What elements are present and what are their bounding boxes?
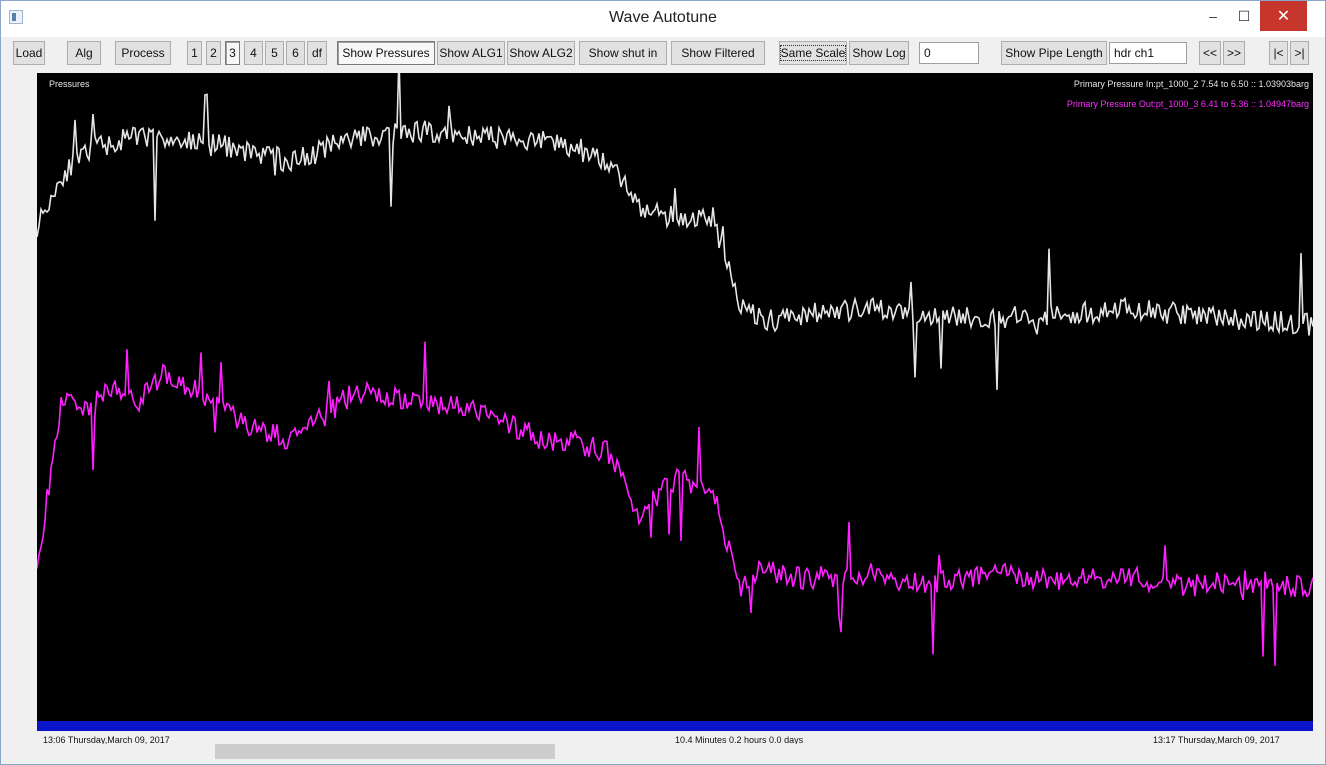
show-filtered-button[interactable]: Show Filtered (671, 41, 765, 65)
scrollbar-thumb[interactable] (215, 744, 555, 759)
app-icon (9, 10, 23, 24)
last-button[interactable]: >| (1290, 41, 1309, 65)
end-time: 13:17 Thursday,March 09, 2017 (1153, 735, 1280, 745)
same-scale-button[interactable]: Same Scale (779, 41, 847, 65)
minimize-icon: – (1209, 8, 1217, 24)
plot-label: Pressures (49, 79, 90, 89)
page-1-button[interactable]: 1 (187, 41, 202, 65)
maximize-icon: ☐ (1237, 7, 1251, 24)
prev-button[interactable]: << (1199, 41, 1221, 65)
channel-input[interactable]: hdr ch1 (1109, 42, 1187, 64)
next-button[interactable]: >> (1223, 41, 1245, 65)
show-pipe-length-button[interactable]: Show Pipe Length (1001, 41, 1107, 65)
horizontal-scrollbar[interactable] (37, 744, 1313, 760)
show-alg1-button[interactable]: Show ALG1 (437, 41, 505, 65)
value-input[interactable]: 0 (919, 42, 979, 64)
page-5-button[interactable]: 5 (265, 41, 284, 65)
show-shut-in-button[interactable]: Show shut in (579, 41, 667, 65)
show-alg2-button[interactable]: Show ALG2 (507, 41, 575, 65)
page-df-button[interactable]: df (307, 41, 327, 65)
pressure-plot[interactable]: Pressures Primary Pressure In:pt_1000_2 … (37, 73, 1313, 721)
legend-pressure-out: Primary Pressure Out:pt_1000_3 6.41 to 5… (1066, 99, 1309, 109)
process-button[interactable]: Process (115, 41, 171, 65)
close-icon: ✕ (1276, 8, 1291, 25)
window-title: Wave Autotune (609, 9, 717, 26)
toolbar: Load Alg Process 1 2 3 4 5 6 df Show Pre… (1, 41, 1325, 67)
series-line-pressure-out (37, 341, 1313, 666)
maximize-button[interactable]: ☐ (1229, 1, 1259, 31)
duration: 10.4 Minutes 0.2 hours 0.0 days (675, 735, 804, 745)
page-3-button[interactable]: 3 (225, 41, 240, 65)
legend-pressure-in: Primary Pressure In:pt_1000_2 7.54 to 6.… (1073, 79, 1309, 89)
page-2-button[interactable]: 2 (206, 41, 221, 65)
time-bar (37, 721, 1313, 731)
load-button[interactable]: Load (13, 41, 45, 65)
start-time: 13:06 Thursday,March 09, 2017 (43, 735, 170, 745)
same-scale-label: Same Scale (779, 45, 847, 61)
show-log-button[interactable]: Show Log (849, 41, 909, 65)
plot-svg (37, 73, 1313, 666)
series-line-pressure-in (37, 73, 1313, 390)
page-4-button[interactable]: 4 (244, 41, 263, 65)
alg-button[interactable]: Alg (67, 41, 101, 65)
close-button[interactable]: ✕ (1260, 1, 1307, 31)
minimize-button[interactable]: – (1198, 1, 1228, 31)
show-pressures-button[interactable]: Show Pressures (337, 41, 435, 65)
first-button[interactable]: |< (1269, 41, 1288, 65)
title-bar: Wave Autotune – ☐ ✕ (1, 1, 1325, 37)
page-6-button[interactable]: 6 (286, 41, 305, 65)
